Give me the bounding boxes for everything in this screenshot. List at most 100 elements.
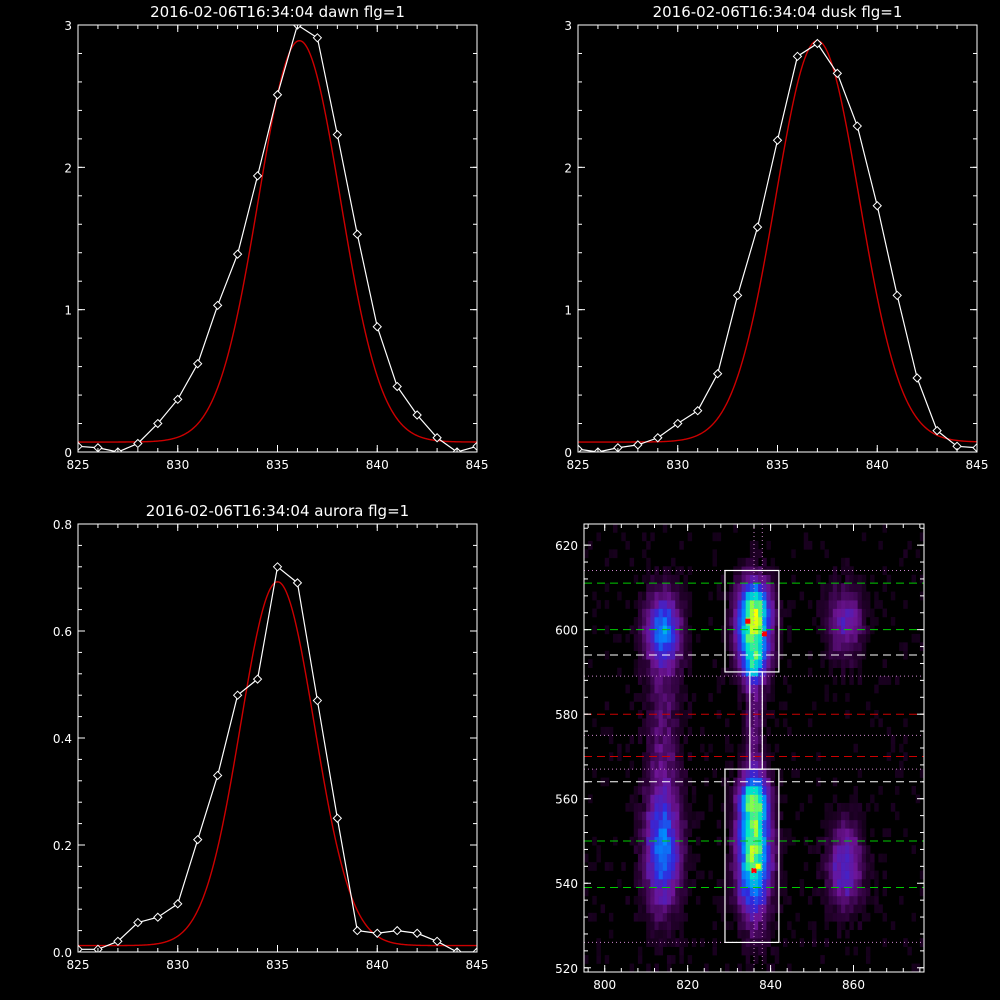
x-tick-label: 830 <box>666 458 689 472</box>
data-point <box>372 322 382 332</box>
x-tick-label: 840 <box>366 958 389 972</box>
data-point <box>232 690 243 700</box>
x-tick-label: 830 <box>166 458 189 472</box>
data-point <box>712 369 723 379</box>
data-point <box>892 290 902 301</box>
data-point <box>653 433 663 443</box>
data-point <box>312 695 323 706</box>
y-tick-label: 520 <box>555 962 578 976</box>
data-point <box>192 834 203 845</box>
data-point <box>272 90 283 100</box>
data-point <box>432 936 442 947</box>
x-tick-label: 840 <box>366 458 389 472</box>
y-tick-label: 0.6 <box>53 625 72 639</box>
x-tick-label: 840 <box>759 978 782 992</box>
data-point <box>78 441 83 452</box>
data-point <box>812 38 823 49</box>
data-point <box>792 51 803 62</box>
y-tick-label: 2 <box>64 161 72 175</box>
data-point <box>252 171 263 181</box>
x-tick-label: 830 <box>166 958 189 972</box>
data-point <box>673 418 683 429</box>
data-point <box>352 229 363 239</box>
y-tick-label: 1 <box>64 304 72 318</box>
data-point <box>113 936 123 947</box>
data-point <box>392 381 402 392</box>
x-tick-label: 845 <box>966 458 989 472</box>
data-point <box>272 562 283 572</box>
data-point <box>78 944 83 952</box>
data-point <box>472 947 477 952</box>
extraction-box <box>724 768 780 944</box>
data-point <box>932 425 942 436</box>
data-point <box>852 121 863 131</box>
y-tick-label: 620 <box>555 539 578 553</box>
y-tick-label: 0.8 <box>53 518 72 532</box>
data-point <box>292 578 303 588</box>
data-point <box>252 674 263 684</box>
y-tick-label: 3 <box>64 19 72 33</box>
x-tick-label: 825 <box>67 458 90 472</box>
hot-pixel <box>755 863 761 869</box>
chart-title: 2016-02-06T16:34:04 aurora flg=1 <box>146 502 409 520</box>
data-point <box>332 813 343 823</box>
data-point <box>232 249 243 259</box>
y-tick-label: 2 <box>564 161 572 175</box>
data-point <box>752 222 763 232</box>
data-point <box>432 433 442 443</box>
data-point <box>732 290 743 301</box>
data-point <box>153 418 163 429</box>
dawn-spectrum-chart: 2016-02-06T16:34:04 dawn flg=1 825 830 835 8… <box>64 3 488 472</box>
x-tick-label: 860 <box>842 978 865 992</box>
x-tick-label: 835 <box>266 458 289 472</box>
data-point <box>872 201 882 211</box>
fit-curve <box>78 581 477 947</box>
data-point <box>832 68 843 79</box>
data-point <box>212 770 223 781</box>
spectral-image-heatmap: 800 820 840 860 520 540 560 580 600 620 <box>555 523 925 992</box>
data-point <box>392 925 402 936</box>
aurora-spectrum-chart: 2016-02-06T16:34:04 aurora flg=1 825 830 83… <box>53 502 489 972</box>
x-tick-label: 825 <box>567 458 590 472</box>
data-point <box>578 444 583 452</box>
data-point <box>173 899 183 909</box>
data-point <box>153 912 163 922</box>
data-point <box>972 443 977 452</box>
x-tick-label: 845 <box>466 958 489 972</box>
data-point <box>212 300 223 311</box>
dusk-spectrum-chart: 2016-02-06T16:34:04 dusk flg=1 825 830 835 8… <box>564 3 988 472</box>
x-tick-label: 820 <box>676 978 699 992</box>
y-tick-label: 600 <box>555 624 578 638</box>
data-point <box>912 373 922 383</box>
y-tick-label: 0.0 <box>53 946 72 960</box>
x-tick-label: 845 <box>466 458 489 472</box>
data-point <box>133 917 143 928</box>
y-tick-label: 0.2 <box>53 839 72 853</box>
y-tick-label: 1 <box>564 304 572 318</box>
data-point <box>133 438 143 449</box>
hot-pixel <box>761 631 767 637</box>
y-tick-label: 0 <box>64 446 72 460</box>
data-point <box>312 33 323 43</box>
y-tick-label: 540 <box>555 877 578 891</box>
y-tick-label: 0 <box>564 446 572 460</box>
data-point <box>772 135 783 145</box>
y-tick-label: 560 <box>555 793 578 807</box>
x-tick-label: 835 <box>766 458 789 472</box>
data-point <box>412 410 422 420</box>
y-tick-label: 3 <box>564 19 572 33</box>
data-point <box>372 928 382 938</box>
data-point <box>692 406 703 416</box>
data-point <box>173 394 183 405</box>
chart-title: 2016-02-06T16:34:04 dawn flg=1 <box>150 3 405 21</box>
hot-pixel <box>745 618 751 624</box>
chart-title: 2016-02-06T16:34:04 dusk flg=1 <box>653 3 903 21</box>
y-tick-label: 0.4 <box>53 732 72 746</box>
x-tick-label: 840 <box>866 458 889 472</box>
x-tick-label: 825 <box>67 958 90 972</box>
x-tick-label: 835 <box>266 958 289 972</box>
data-point <box>472 441 477 452</box>
x-tick-label: 800 <box>593 978 616 992</box>
data-point <box>192 359 203 369</box>
